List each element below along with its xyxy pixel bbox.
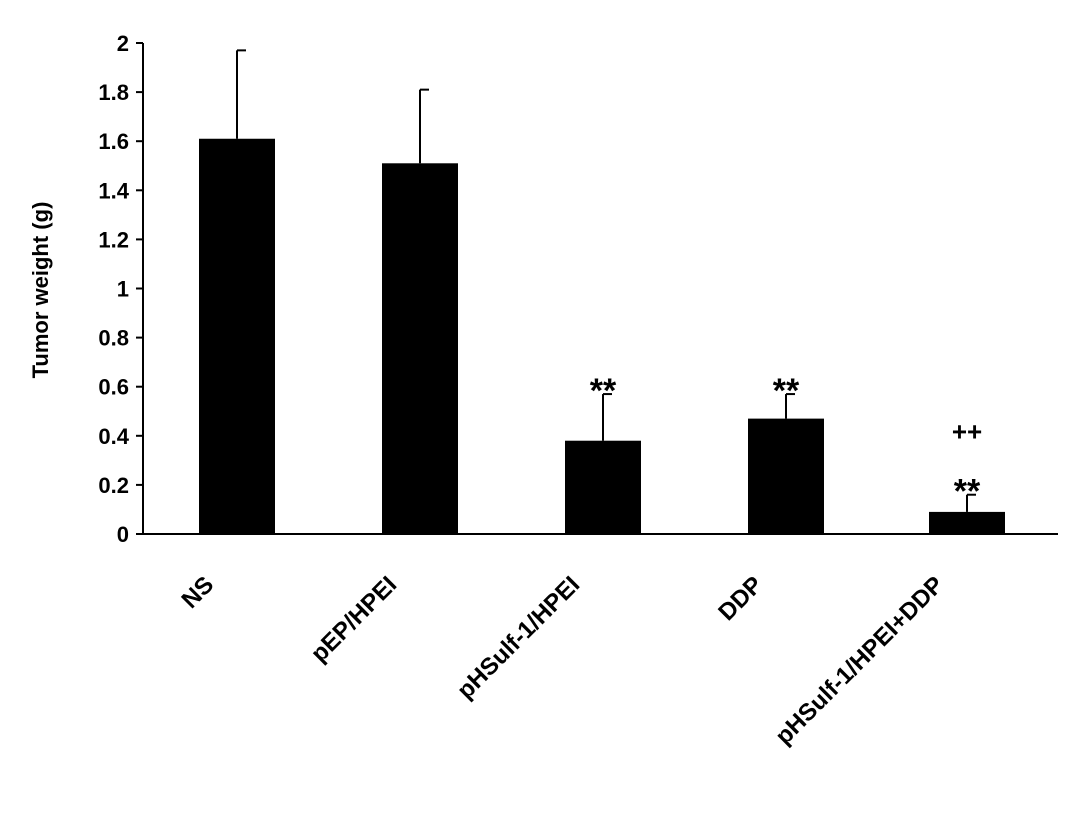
labels: NS pEP/HPEI pHSulf-1/HPEI DDP pHSulf-1/HPEI+…	[177, 372, 983, 750]
significance-marker: ++	[952, 417, 982, 447]
x-tick-label: pHSulf-1/HPEI+DDP	[770, 571, 949, 750]
bar	[929, 511, 1005, 534]
y-tick-label: 0.8	[98, 326, 129, 351]
significance-marker: **	[590, 372, 617, 410]
bar	[382, 163, 458, 535]
y-tick-label: 0.6	[98, 375, 129, 400]
error-bars	[236, 49, 976, 512]
bar	[565, 440, 641, 534]
axes: 0 0.2 0.4 0.6 0.8 1 1.2 1.4 1.6 1.8 2	[98, 31, 1058, 547]
y-tick-label: 1.8	[98, 80, 129, 105]
bars	[199, 138, 1005, 535]
x-tick-label: DDP	[713, 571, 768, 626]
y-tick-label: 1.4	[98, 178, 129, 203]
bar	[748, 418, 824, 534]
y-tick-label: 0.4	[98, 424, 129, 449]
x-tick-label: pHSulf-1/HPEI	[452, 571, 585, 704]
y-tick-label: 0.2	[98, 473, 129, 498]
y-tick-label: 1.6	[98, 129, 129, 154]
y-tick-label: 1.2	[98, 227, 129, 252]
y-tick-label: 1	[117, 277, 129, 302]
significance-marker: **	[773, 372, 800, 410]
significance-marker: **	[954, 473, 981, 511]
y-tick-label: 2	[117, 31, 129, 56]
x-tick-label: pEP/HPEI	[306, 571, 402, 667]
y-axis-title: Tumor weight (g)	[28, 202, 53, 379]
y-tick-label: 0	[117, 522, 129, 547]
x-tick-label: NS	[177, 571, 220, 614]
bar	[199, 138, 275, 534]
